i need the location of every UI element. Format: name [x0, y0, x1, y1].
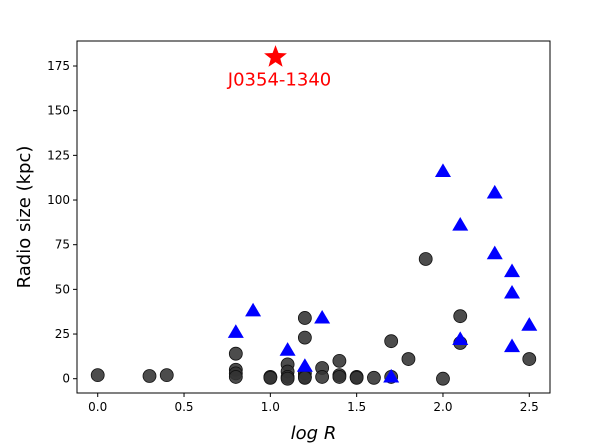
- data-point-circle: [297, 370, 312, 385]
- annotations: J0354-1340: [227, 70, 331, 91]
- data-point-triangle: [314, 309, 331, 324]
- data-point-triangle: [227, 324, 244, 338]
- x-axis-label: log R: [291, 423, 337, 444]
- data-point-circle: [522, 352, 537, 366]
- data-point-circle: [367, 370, 381, 385]
- x-tick-label: 0.0: [88, 400, 107, 414]
- data-point-triangle: [504, 284, 521, 299]
- data-point-circle: [297, 330, 312, 345]
- data-point-circle: [401, 352, 416, 366]
- data-point-circle: [436, 371, 450, 386]
- data-point-triangle: [279, 342, 296, 356]
- y-tick-label: 25: [55, 327, 70, 341]
- data-point-circle: [418, 252, 433, 266]
- data-point-triangle: [521, 317, 538, 331]
- plot-marks: [90, 45, 538, 386]
- data-point-circle: [228, 370, 243, 384]
- data-point-circle: [349, 370, 364, 385]
- data-point-circle: [228, 346, 243, 361]
- data-point-triangle: [452, 331, 469, 345]
- data-point-circle: [297, 311, 312, 325]
- y-tick-label: 75: [55, 238, 70, 252]
- data-point-triangle: [504, 263, 521, 278]
- data-point-triangle: [296, 358, 313, 372]
- data-point-triangle: [452, 217, 469, 231]
- x-tick-label: 0.5: [174, 400, 193, 414]
- data-point-circle: [453, 309, 468, 324]
- y-tick-label: 100: [47, 193, 70, 207]
- data-point-triangle: [486, 184, 503, 199]
- annotation-label: J0354-1340: [227, 70, 331, 91]
- data-point-triangle: [434, 163, 451, 178]
- y-tick-label: 175: [47, 59, 70, 73]
- y-tick-label: 125: [47, 148, 70, 162]
- data-point-triangle: [486, 245, 503, 260]
- data-point-circle: [90, 368, 105, 383]
- data-point-circle: [384, 334, 399, 349]
- data-point-triangle: [245, 302, 262, 317]
- x-tick-label: 2.5: [520, 400, 539, 414]
- data-point-circle: [332, 370, 347, 384]
- y-axis-label: Radio size (kpc): [14, 146, 35, 289]
- y-tick-label: 50: [55, 282, 70, 296]
- data-point-triangle: [383, 368, 400, 383]
- x-tick-label: 1.0: [261, 400, 280, 414]
- y-tick-label: 0: [62, 372, 70, 386]
- plot-frame: [76, 40, 551, 394]
- data-point-circle: [159, 368, 174, 383]
- data-point-star: [264, 45, 287, 67]
- data-point-circle: [263, 370, 278, 385]
- data-point-circle: [280, 371, 295, 386]
- data-point-circle: [315, 370, 330, 384]
- x-tick-label: 1.5: [347, 400, 366, 414]
- data-point-circle: [332, 353, 347, 368]
- y-axis-ticks: 0 25 50 75 100 125 150 175: [47, 59, 77, 386]
- y-tick-label: 150: [47, 104, 70, 118]
- x-tick-label: 2.0: [433, 400, 452, 414]
- x-axis-ticks: 0.0 0.5 1.0 1.5 2.0 2.5: [88, 393, 539, 414]
- data-point-circle: [142, 369, 157, 383]
- data-point-triangle: [504, 338, 521, 353]
